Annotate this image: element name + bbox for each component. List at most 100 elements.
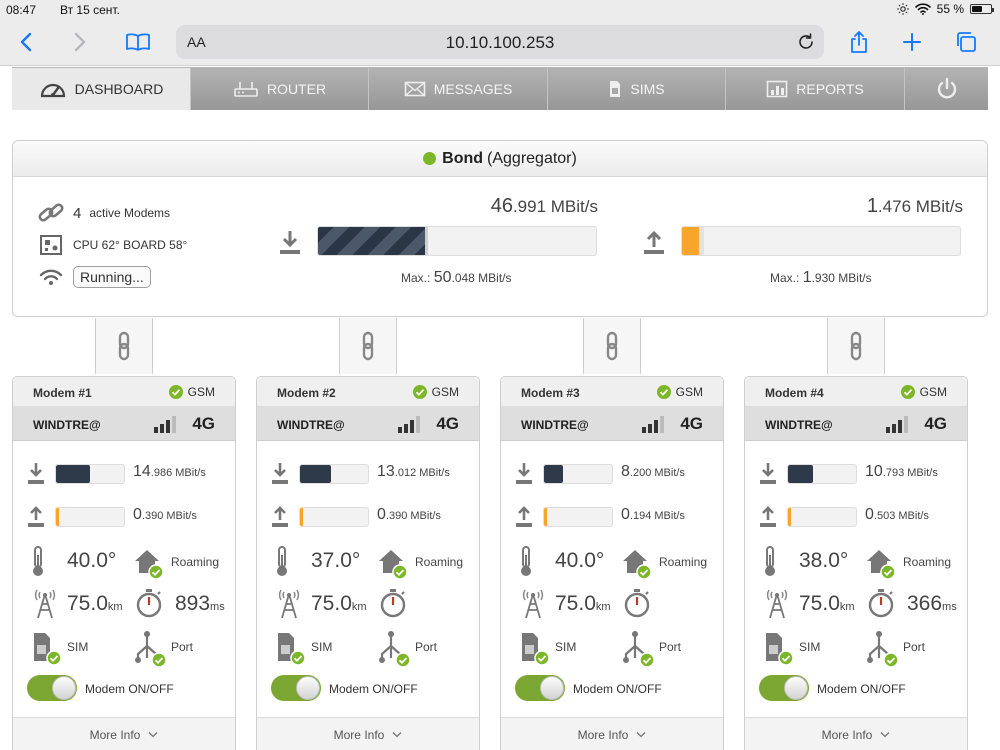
modem-download-bar xyxy=(299,464,369,484)
home-roaming-icon xyxy=(623,550,652,580)
board-chip-icon xyxy=(40,235,62,255)
gsm-status: GSM xyxy=(900,385,947,399)
reader-aa-button[interactable]: AA xyxy=(187,34,206,50)
bond-title: Bond xyxy=(442,149,484,167)
tab-router[interactable]: ROUTER xyxy=(191,68,369,110)
modem-latency: 366ms xyxy=(907,592,957,615)
cpu-row: CPU 62° BOARD 58° xyxy=(37,235,187,255)
tabs-overview-icon[interactable] xyxy=(950,26,982,58)
port-usb-icon xyxy=(867,631,899,668)
modem-card: Modem #3 GSM WINDTRE@ 4G 8.200 MBit/s 0.… xyxy=(500,376,724,750)
roaming-label: Roaming xyxy=(903,555,952,569)
modem-download-speed: 13.012 MBit/s xyxy=(377,463,450,480)
modem-link-connector xyxy=(827,318,885,374)
port-usb-icon xyxy=(623,631,655,668)
reload-icon[interactable] xyxy=(796,32,816,52)
share-icon[interactable] xyxy=(843,26,875,58)
modem-name: Modem #2 xyxy=(277,386,336,400)
tab-sims[interactable]: SIMS xyxy=(548,68,726,110)
chevron-down-icon xyxy=(148,731,158,737)
modem-upload-speed: 0.503 MBit/s xyxy=(865,506,929,523)
power-icon xyxy=(937,77,956,99)
bond-upload-speed: 1.476 MBit/s xyxy=(866,195,963,217)
wifi-signal-icon xyxy=(39,269,63,285)
chevron-down-icon xyxy=(636,731,646,737)
router-icon xyxy=(234,82,258,97)
sim-card-icon xyxy=(34,633,62,666)
browser-toolbar: AA 10.10.100.253 xyxy=(0,20,1000,66)
address-bar[interactable]: AA 10.10.100.253 xyxy=(176,25,824,59)
operator-bar: WINDTRE@ 4G xyxy=(745,407,967,441)
modem-toggle-label: Modem ON/OFF xyxy=(817,682,906,696)
modem-distance: 75.0km xyxy=(555,592,611,615)
sim-label: SIM xyxy=(799,640,821,654)
link-chain-icon xyxy=(362,331,374,361)
operator-name: WINDTRE@ xyxy=(277,418,345,432)
modem-upload-bar xyxy=(543,507,613,527)
modem-card: Modem #2 GSM WINDTRE@ 4G 13.012 MBit/s 0… xyxy=(256,376,480,750)
more-info-button[interactable]: More Info xyxy=(745,717,967,750)
modem-download-speed: 10.793 MBit/s xyxy=(865,463,938,480)
power-button[interactable] xyxy=(905,68,988,110)
modem-upload-fill xyxy=(788,508,791,526)
network-tech: 4G xyxy=(924,414,947,433)
battery-icon xyxy=(970,4,994,14)
tab-reports[interactable]: REPORTS xyxy=(726,68,905,110)
modem-card: Modem #4 GSM WINDTRE@ 4G 10.793 MBit/s 0… xyxy=(744,376,968,750)
modem-upload-speed: 0.390 MBit/s xyxy=(377,506,441,523)
modem-name: Modem #4 xyxy=(765,386,824,400)
bond-download-bar xyxy=(317,226,597,256)
modem-distance: 75.0km xyxy=(67,592,123,615)
modem-power-toggle[interactable] xyxy=(27,675,77,701)
more-info-button[interactable]: More Info xyxy=(13,717,235,750)
bond-download-fill xyxy=(318,227,428,255)
back-chevron-icon[interactable] xyxy=(10,26,42,58)
new-tab-plus-icon[interactable] xyxy=(896,26,928,58)
tab-dashboard[interactable]: DASHBOARD xyxy=(12,68,191,110)
signal-bars-icon xyxy=(886,416,908,433)
url-text[interactable]: 10.10.100.253 xyxy=(445,33,555,52)
gsm-status: GSM xyxy=(412,385,459,399)
bond-upload-max: Max.: 1.930 MBit/s xyxy=(770,269,872,286)
modem-distance: 75.0km xyxy=(311,592,367,615)
stopwatch-icon xyxy=(136,589,162,618)
bond-header: Bond (Aggregator) xyxy=(13,141,987,177)
modem-download-speed: 14.986 MBit/s xyxy=(133,463,206,480)
bookmarks-icon[interactable] xyxy=(122,26,154,58)
link-chain-icon xyxy=(850,331,862,361)
bond-upload-bar xyxy=(681,226,961,256)
tab-router-label: ROUTER xyxy=(266,81,327,97)
sim-label: SIM xyxy=(311,640,333,654)
port-label: Port xyxy=(659,640,682,654)
modem-power-toggle[interactable] xyxy=(759,675,809,701)
operator-bar: WINDTRE@ 4G xyxy=(501,407,723,441)
operator-name: WINDTRE@ xyxy=(765,418,833,432)
clock: 08:47 xyxy=(6,3,37,17)
running-status-button[interactable]: Running... xyxy=(73,266,151,288)
download-arrow-icon xyxy=(280,231,300,254)
modem-card-header: Modem #4 GSM xyxy=(745,377,967,407)
forward-chevron-icon[interactable] xyxy=(64,26,96,58)
modem-power-toggle[interactable] xyxy=(271,675,321,701)
more-info-button[interactable]: More Info xyxy=(257,717,479,750)
modem-power-toggle[interactable] xyxy=(515,675,565,701)
upload-arrow-icon xyxy=(28,506,44,527)
thermometer-icon xyxy=(765,546,775,576)
antenna-tower-icon xyxy=(278,589,300,619)
tab-reports-label: REPORTS xyxy=(796,81,864,97)
modem-toggle-label: Modem ON/OFF xyxy=(329,682,418,696)
tab-messages[interactable]: MESSAGES xyxy=(369,68,548,110)
tab-dashboard-label: DASHBOARD xyxy=(74,81,164,97)
modem-download-speed: 8.200 MBit/s xyxy=(621,463,685,480)
sim-card-icon xyxy=(278,633,306,666)
modem-temperature: 38.0° xyxy=(799,549,849,572)
modem-toggle-label: Modem ON/OFF xyxy=(85,682,174,696)
active-modems-label: active Modems xyxy=(89,206,171,220)
modem-card: Modem #1 GSM WINDTRE@ 4G 14.986 MBit/s 0… xyxy=(12,376,236,750)
chart-icon xyxy=(766,80,788,98)
gauge-icon xyxy=(40,83,65,98)
more-info-button[interactable]: More Info xyxy=(501,717,723,750)
toggle-knob xyxy=(296,676,320,700)
thermometer-icon xyxy=(277,546,287,576)
modem-download-bar xyxy=(55,464,125,484)
